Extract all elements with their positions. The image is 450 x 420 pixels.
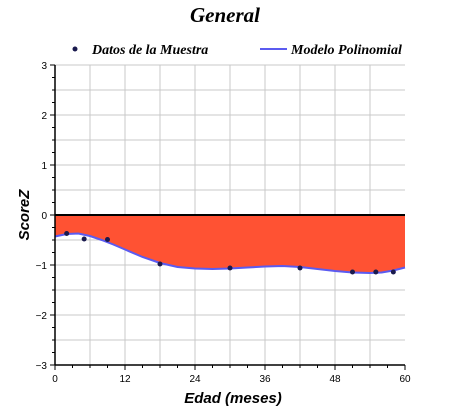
y-tick-label: 3 bbox=[41, 61, 47, 72]
legend-label-datos: Datos de la Muestra bbox=[91, 43, 208, 58]
data-point bbox=[350, 269, 355, 275]
x-tick-label: 24 bbox=[189, 374, 201, 385]
chart-title: General bbox=[190, 3, 260, 27]
y-tick-label: 0 bbox=[41, 211, 47, 222]
data-point bbox=[105, 237, 110, 242]
x-tick-labels: 0 12 24 36 48 60 bbox=[52, 374, 411, 385]
data-point bbox=[81, 236, 87, 242]
data-point bbox=[157, 261, 163, 267]
y-axis-label: ScoreZ bbox=[16, 189, 33, 241]
legend-label-modelo: Modelo Polinomial bbox=[290, 43, 402, 58]
x-tick-label: 36 bbox=[259, 374, 271, 385]
y-tick-label: 2 bbox=[41, 111, 47, 122]
data-point bbox=[227, 265, 233, 271]
sample-points bbox=[64, 231, 396, 275]
legend: Datos de la Muestra Modelo Polinomial bbox=[72, 43, 402, 58]
x-axis-label: Edad (meses) bbox=[184, 390, 282, 407]
y-tick-labels: −3 −2 −1 0 1 2 3 bbox=[36, 61, 48, 372]
y-tick-label: −2 bbox=[36, 311, 48, 322]
x-tick-label: 12 bbox=[119, 374, 131, 385]
data-point bbox=[64, 231, 70, 236]
x-tick-label: 48 bbox=[329, 374, 341, 385]
y-tick-label: −3 bbox=[36, 361, 48, 372]
data-point bbox=[390, 269, 396, 275]
deficit-fill-area bbox=[55, 215, 405, 273]
y-tick-label: −1 bbox=[36, 261, 48, 272]
data-point bbox=[373, 269, 379, 275]
data-point bbox=[297, 265, 303, 271]
x-tick-label: 60 bbox=[399, 374, 411, 385]
model-polynomial-line bbox=[54, 232, 406, 275]
x-tick-label: 0 bbox=[52, 374, 58, 385]
y-tick-label: 1 bbox=[41, 161, 47, 172]
legend-marker-datos bbox=[72, 46, 78, 52]
